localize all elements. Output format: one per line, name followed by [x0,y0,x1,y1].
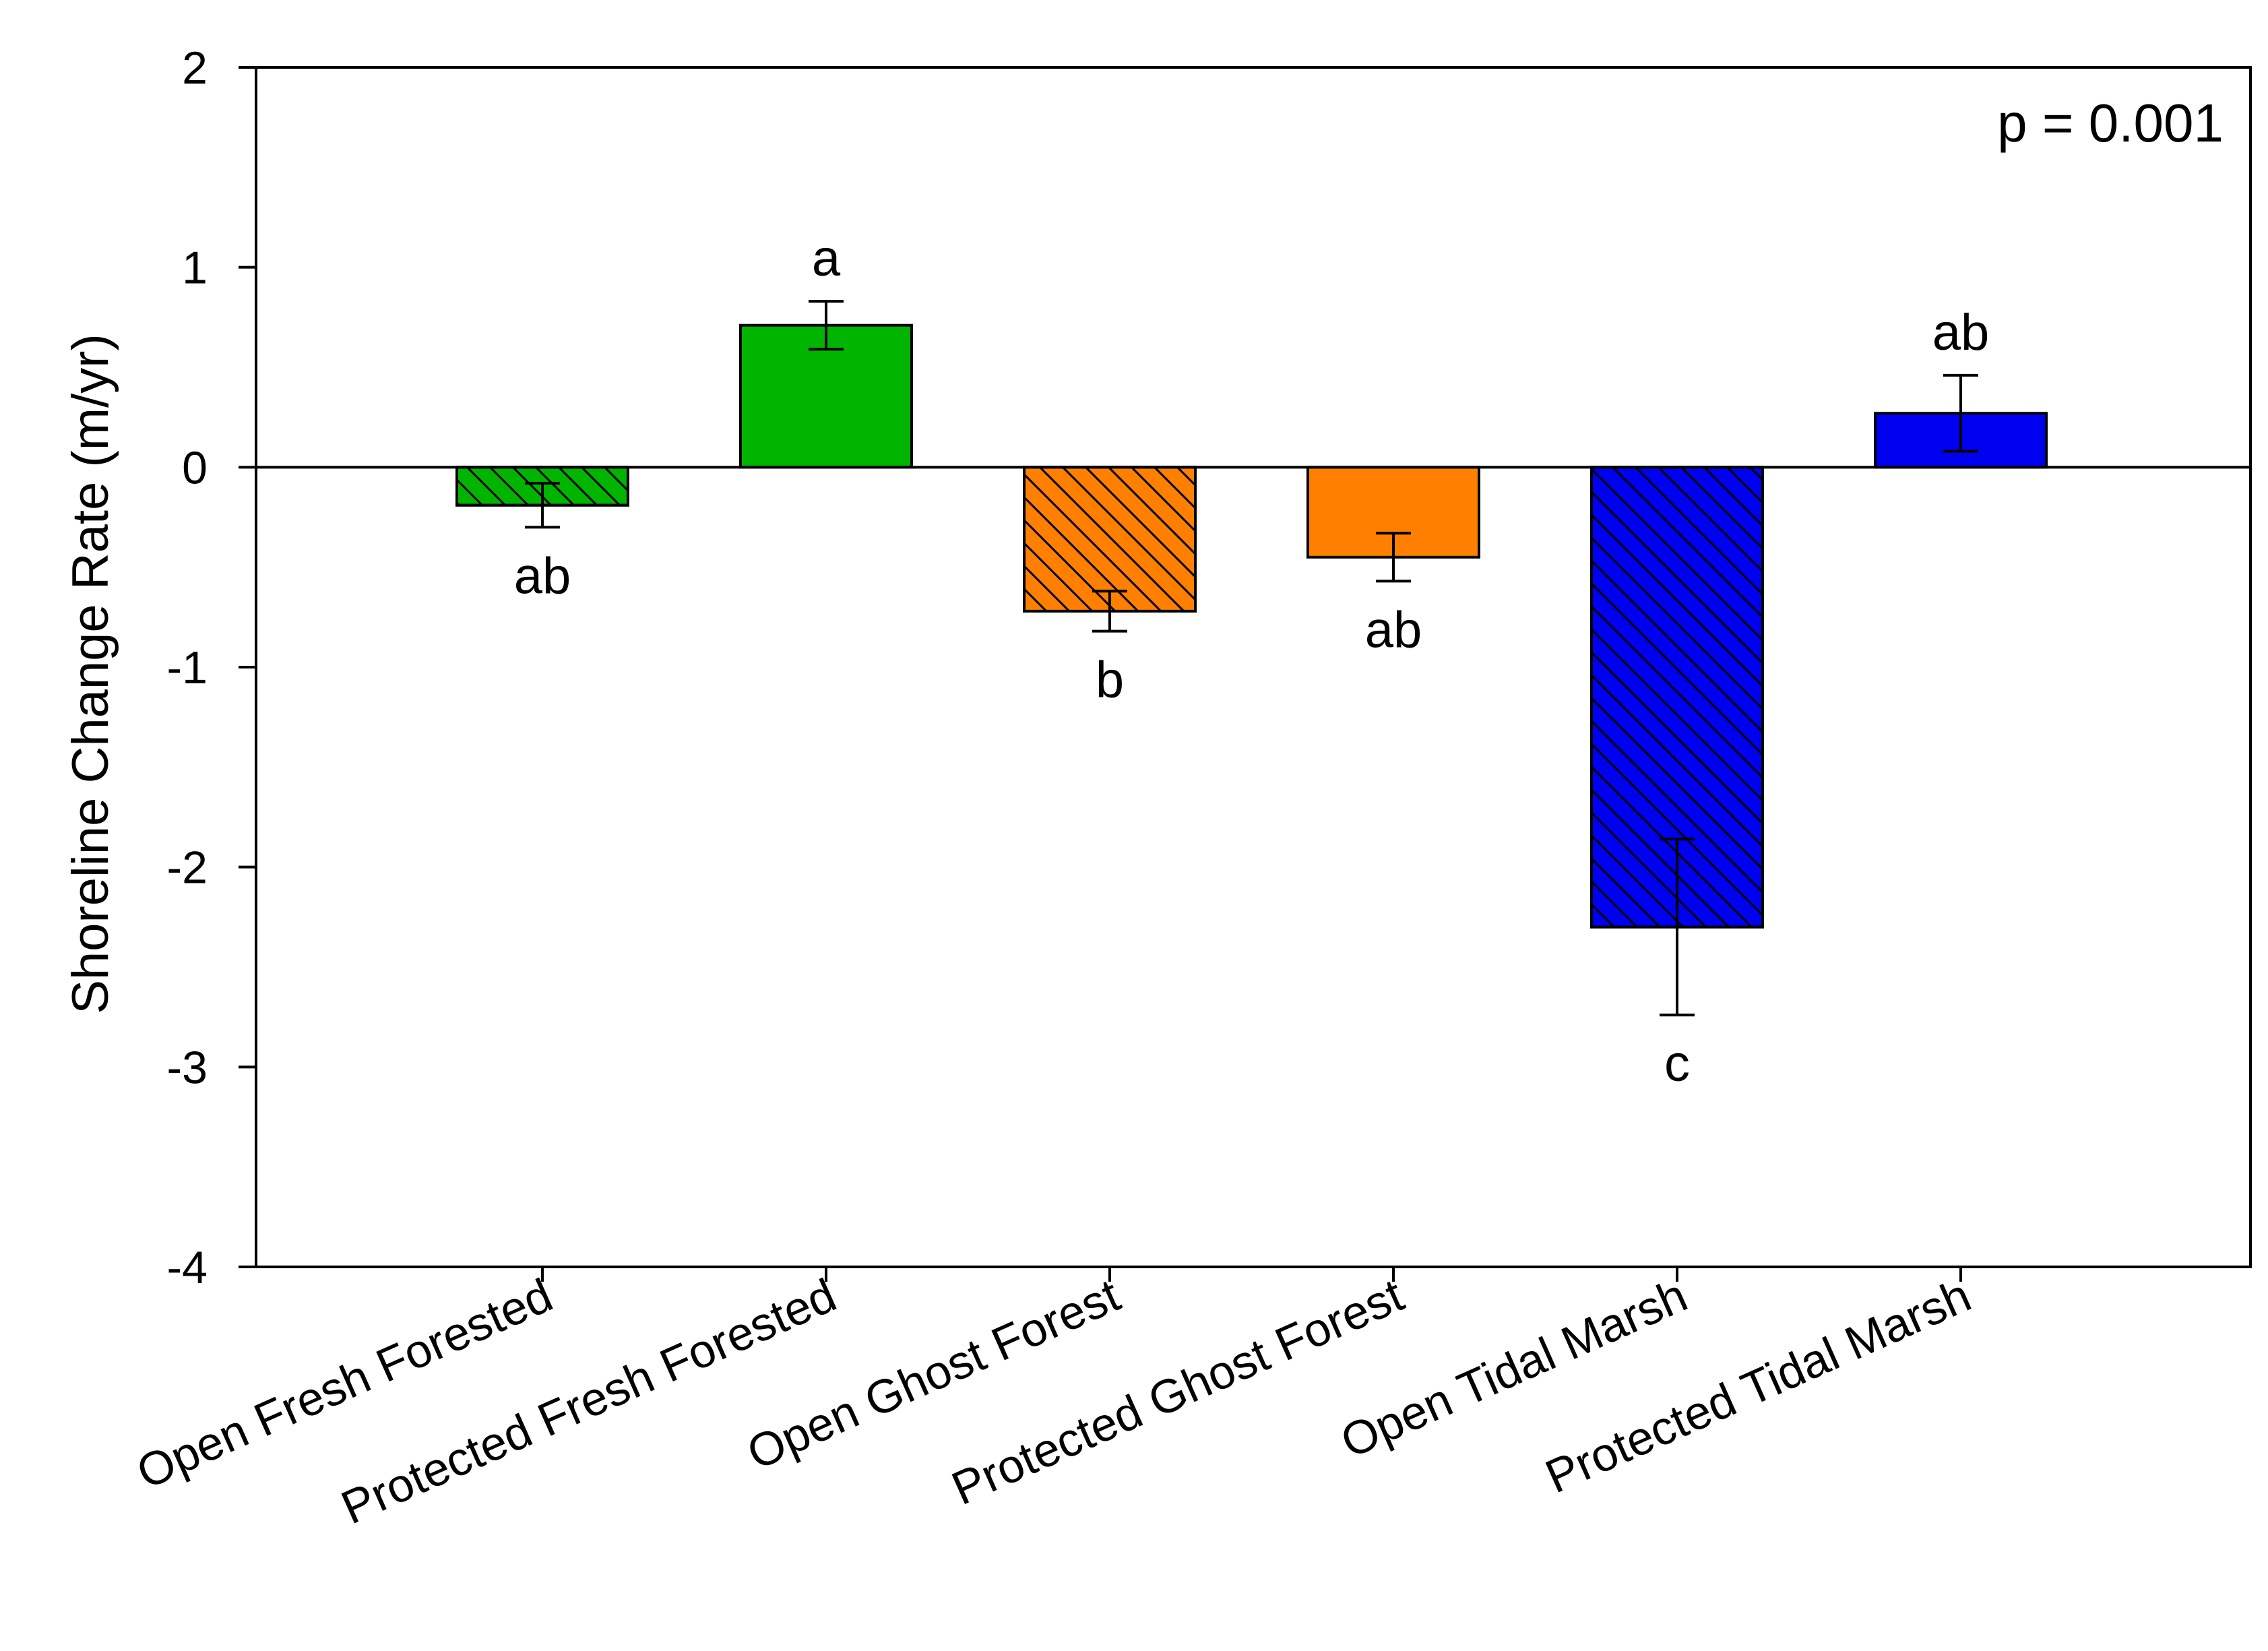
error-bars-layer [525,300,1978,1017]
x-tick-label-3: Protected Ghost Forest [944,1268,1411,1515]
significance-label-4: c [1664,1035,1690,1092]
plot-frame-layer [239,66,2252,1282]
labels-layer: Shoreline Change Rate (m/yr) p = 0.001 a… [62,42,2224,1534]
y-tick-label-0: 2 [182,42,208,94]
significance-label-3: ab [1365,601,1422,658]
significance-label-2: b [1096,652,1124,709]
p-value-annotation: p = 0.001 [1997,93,2224,153]
y-tick-label-2: 0 [182,442,208,493]
significance-label-5: ab [1932,304,1990,361]
y-tick-label-3: -1 [167,642,208,693]
x-tick-label-1: Protected Fresh Forested [334,1268,844,1534]
y-tick-label-4: -2 [167,842,208,894]
bars-layer [455,323,2048,929]
significance-label-0: ab [514,547,571,604]
y-tick-label-1: 1 [182,243,208,294]
plot-frame [255,66,2252,1268]
y-tick-label-6: -4 [167,1242,208,1293]
y-tick-label-5: -3 [167,1042,208,1093]
significance-label-1: a [812,230,841,287]
bar-hatch-2 [1023,466,1197,613]
y-axis-title: Shoreline Change Rate (m/yr) [62,334,119,1014]
